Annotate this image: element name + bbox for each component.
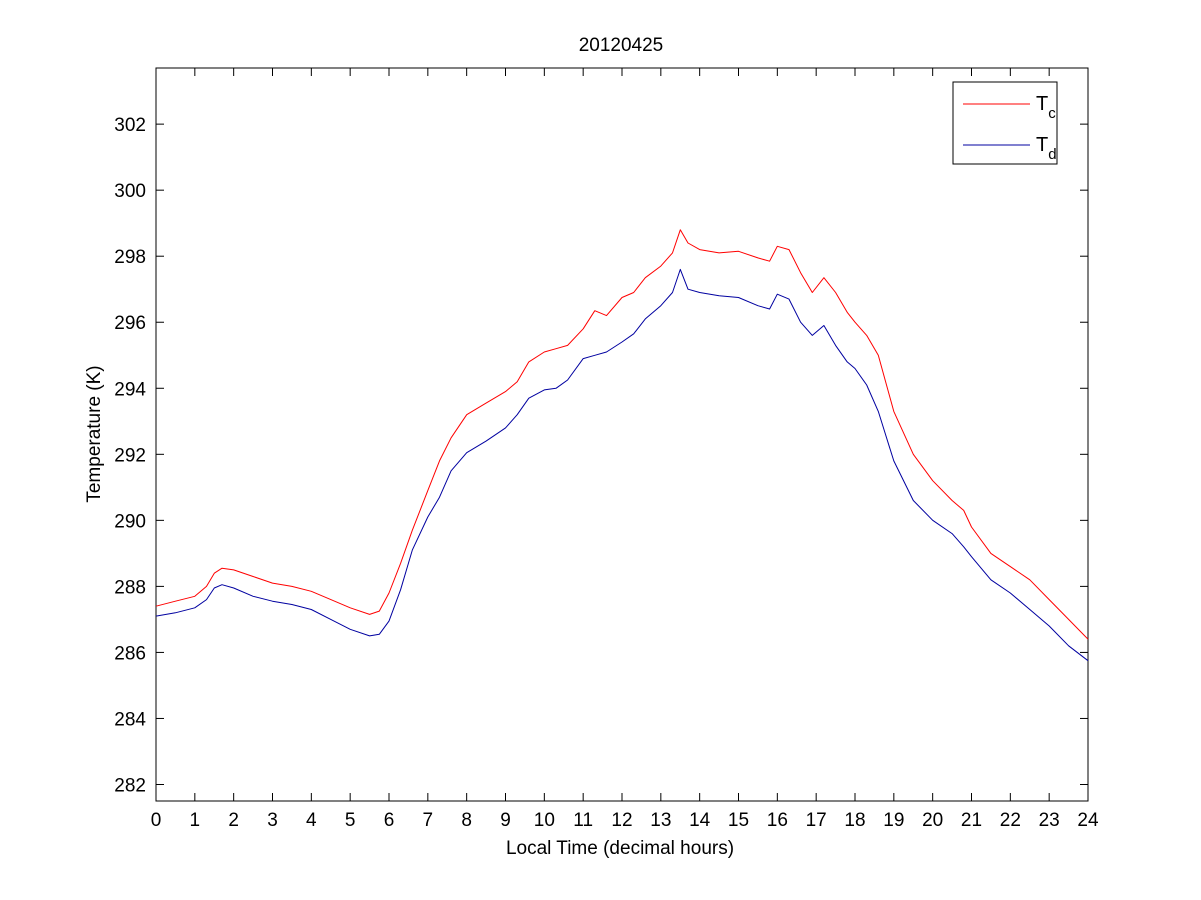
x-tick-label: 6 [384,810,395,831]
x-tick-label: 17 [806,810,827,831]
x-tick-label: 16 [767,810,788,831]
series-layer [155,229,1089,662]
x-axis: 0 1 2 3 4 5 6 7 8 9 10 11 12 13 14 15 16 17 18 19 20 21 22 23 24 [151,68,1099,831]
y-tick-label: 292 [114,445,146,466]
y-tick-label: 302 [114,115,146,136]
plot-area [155,67,1089,802]
x-tick-label: 3 [267,810,278,831]
y-tick-label: 290 [114,511,146,532]
x-tick-label: 23 [1039,810,1060,831]
x-tick-label: 12 [611,810,632,831]
x-tick-label: 15 [728,810,749,831]
chart-title: 20120425 [579,35,664,56]
legend-box [952,81,1058,165]
x-tick-label: 1 [190,810,201,831]
x-tick-label: 10 [534,810,555,831]
x-tick-label: 22 [1000,810,1021,831]
y-tick-label: 296 [114,313,146,334]
x-tick-label: 14 [689,810,711,831]
y-tick-label: 284 [114,709,146,730]
y-tick-label: 294 [114,379,146,400]
x-axis-label: Local Time (decimal hours) [506,838,734,859]
x-tick-label: 7 [423,810,434,831]
x-tick-label: 4 [306,810,317,831]
x-tick-label: 20 [922,810,943,831]
y-tick-label: 282 [114,775,146,796]
x-tick-label: 13 [650,810,671,831]
x-tick-label: 19 [883,810,904,831]
x-tick-label: 21 [961,810,982,831]
y-tick-label: 300 [114,181,146,202]
y-tick-label: 298 [114,247,146,268]
x-tick-label: 18 [844,810,865,831]
x-tick-label: 5 [345,810,356,831]
y-axis: 282 284 286 288 290 292 294 296 298 300 302 [114,115,1088,796]
y-tick-label: 286 [114,643,146,664]
legend: Tc Td [952,81,1058,165]
x-tick-label: 2 [228,810,239,831]
x-tick-label: 11 [573,810,593,831]
series-line-tc [155,229,1089,640]
legend-label-tc: Tc [1036,93,1056,122]
series-line-td [155,268,1089,662]
legend-label-td: Td [1036,134,1057,163]
x-tick-label: 9 [500,810,511,831]
y-axis-label: Temperature (K) [84,365,105,502]
x-tick-label: 24 [1077,810,1099,831]
x-tick-label: 0 [151,810,162,831]
x-tick-label: 8 [461,810,472,831]
y-tick-label: 288 [114,577,146,598]
